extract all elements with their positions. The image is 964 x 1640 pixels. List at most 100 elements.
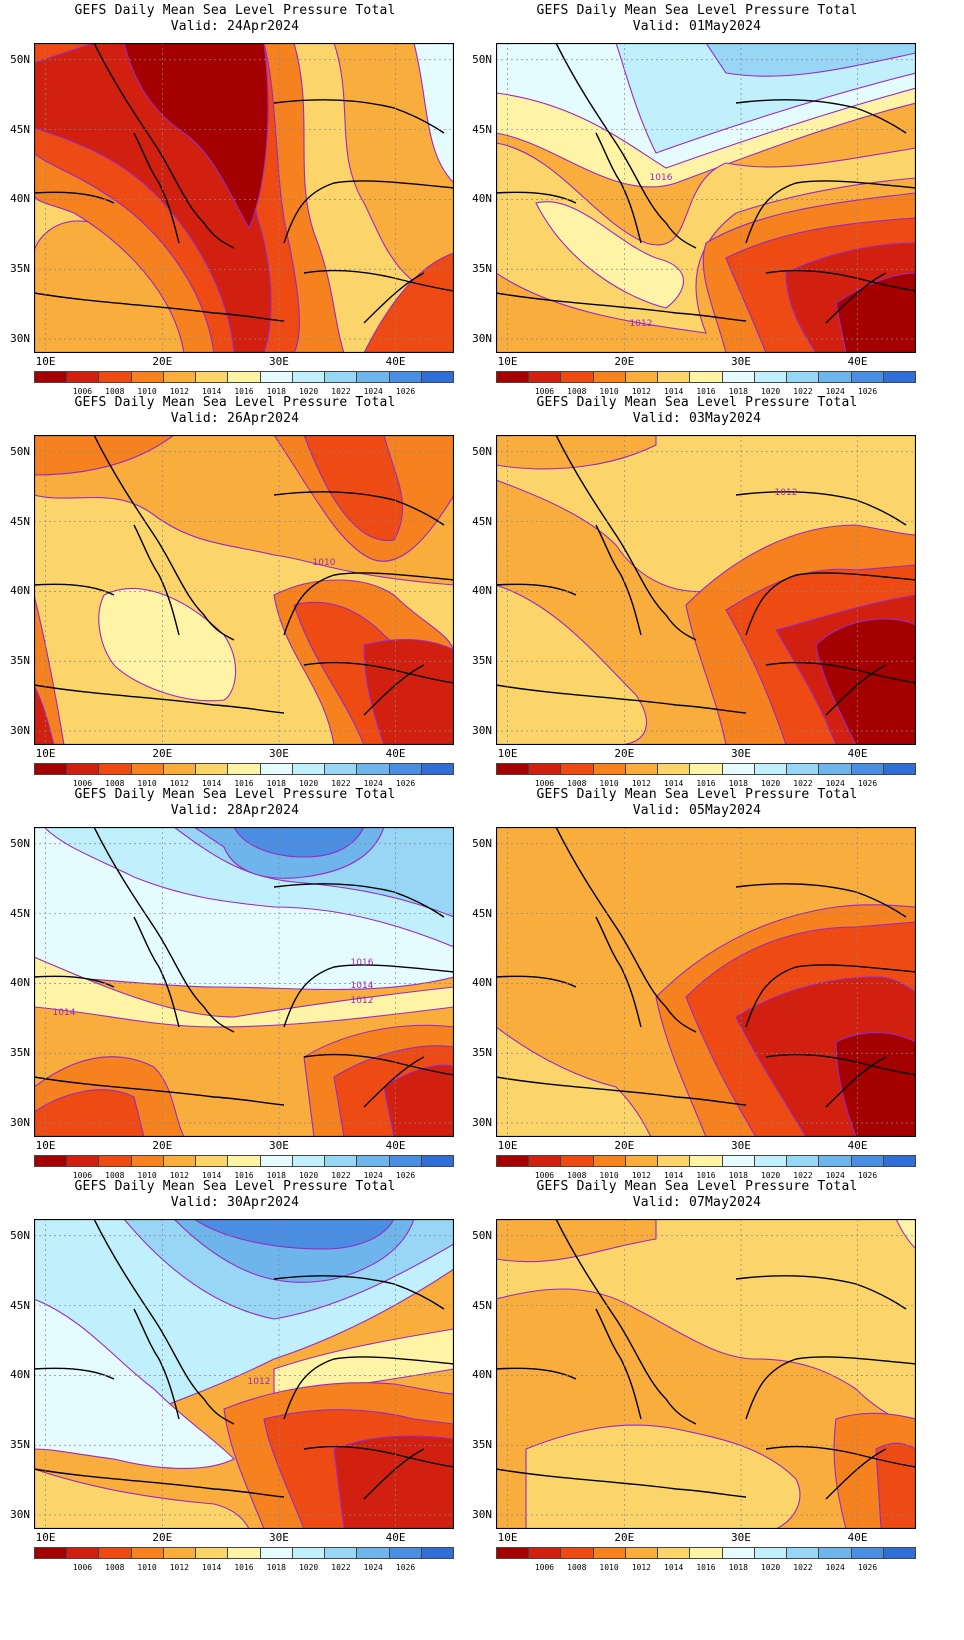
colorbar-tick-label: 1024	[825, 1563, 845, 1572]
latitude-label: 50N	[10, 52, 30, 66]
colorbar-swatch	[67, 1155, 100, 1167]
coastline	[555, 435, 697, 641]
colorbar-swatch	[67, 1547, 100, 1559]
colorbar	[496, 763, 917, 775]
panel-title: GEFS Daily Mean Sea Level Pressure Total…	[462, 787, 932, 819]
pressure-map	[496, 827, 916, 1137]
colorbar-tick-label: 1008	[567, 1171, 587, 1180]
pressure-map-svg: 1016 1012	[496, 43, 916, 353]
coastline	[133, 524, 180, 636]
longitude-label: 10E	[35, 1139, 56, 1152]
coastline	[93, 827, 235, 1033]
colorbar-swatch	[99, 763, 132, 775]
colorbar-swatch	[851, 371, 884, 383]
pressure-band	[363, 639, 454, 745]
panel-title: GEFS Daily Mean Sea Level Pressure Total…	[462, 395, 932, 427]
latitude-label: 30N	[472, 1116, 492, 1130]
colorbar-swatch	[389, 1155, 422, 1167]
colorbar-tick-label: 1016	[696, 1563, 716, 1572]
pressure-band	[123, 43, 269, 230]
panel-valid-date: Valid: 03May2024	[632, 411, 762, 426]
coastline	[34, 191, 115, 204]
colorbar-tick-label: 1016	[234, 1171, 254, 1180]
colorbar-tick-label: 1022	[331, 1563, 351, 1572]
colorbar-tick-label: 1014	[664, 779, 684, 788]
coastline	[825, 1056, 887, 1108]
longitude-label: 20E	[614, 747, 635, 760]
pressure-map: 1016 1012	[496, 43, 916, 353]
pressure-map: 1016 1014 1012 1014	[34, 827, 454, 1137]
map-frame	[34, 43, 454, 353]
colorbar-swatch	[819, 1547, 852, 1559]
colorbar-tick-label: 1026	[857, 1563, 878, 1572]
pressure-band	[535, 201, 685, 309]
colorbar-tick-label: 1008	[105, 387, 125, 396]
latitude-label: 45N	[10, 1298, 30, 1312]
pressure-band	[98, 587, 237, 702]
colorbar	[496, 371, 917, 383]
colorbar	[496, 1155, 917, 1167]
longitude-label: 10E	[497, 1531, 518, 1544]
colorbar-tick-label: 1014	[202, 1563, 222, 1572]
colorbar-swatch	[260, 371, 293, 383]
colorbar-swatch	[292, 763, 326, 775]
colorbar-tick-label: 1020	[760, 1171, 781, 1180]
colorbar-swatch	[787, 763, 820, 775]
colorbar-tick-label: 1024	[825, 387, 845, 396]
map-panel: GEFS Daily Mean Sea Level Pressure Total…	[462, 1176, 932, 1576]
panel-valid-date: Valid: 28Apr2024	[170, 803, 300, 818]
pressure-band	[34, 1468, 250, 1529]
pressure-band	[615, 43, 916, 154]
map-panel: GEFS Daily Mean Sea Level Pressure Total…	[462, 392, 932, 792]
colorbar-tick-label: 1022	[793, 779, 813, 788]
longitude-label: 20E	[614, 355, 635, 368]
map-panel: GEFS Daily Mean Sea Level Pressure Total…	[462, 0, 932, 400]
colorbar-swatch	[196, 1155, 229, 1167]
contour-label: 1016	[351, 958, 374, 968]
coastline	[273, 1275, 445, 1310]
longitude-label: 40E	[385, 1139, 406, 1152]
colorbar-tick-label: 1006	[72, 1171, 93, 1180]
latitude-label: 50N	[472, 444, 492, 458]
coastline	[595, 524, 642, 636]
map-frame	[34, 1219, 454, 1529]
coastline	[363, 1056, 425, 1108]
colorbar-swatch	[819, 763, 852, 775]
longitude-label: 40E	[847, 355, 868, 368]
colorbar-swatch	[658, 371, 691, 383]
colorbar-swatch	[754, 1155, 788, 1167]
coastline	[496, 684, 747, 714]
coastline	[363, 272, 425, 324]
pressure-band	[383, 1064, 454, 1137]
contour-label: 1012	[630, 319, 653, 329]
longitude-label: 40E	[385, 1531, 406, 1544]
coastline	[765, 661, 916, 684]
latitude-label: 35N	[10, 654, 30, 668]
latitude-label: 40N	[472, 976, 492, 990]
latitude-label: 40N	[10, 584, 30, 598]
colorbar-tick-label: 1008	[567, 779, 587, 788]
contour-label: 1012	[351, 996, 374, 1006]
colorbar-swatch	[529, 371, 562, 383]
colorbar-swatch	[625, 371, 659, 383]
colorbar-swatch	[260, 1155, 293, 1167]
colorbar-tick-label: 1020	[760, 779, 781, 788]
pressure-map-svg: 1012	[34, 1219, 454, 1529]
colorbar-swatch	[99, 371, 132, 383]
coastline	[496, 1367, 577, 1380]
latitude-label: 50N	[472, 52, 492, 66]
colorbar-tick-label: 1010	[599, 1563, 619, 1572]
pressure-map: 1010	[34, 435, 454, 745]
longitude-label: 30E	[269, 355, 289, 368]
colorbar-swatch	[496, 1547, 530, 1559]
colorbar-tick-label: 1020	[298, 387, 319, 396]
map-panel: GEFS Daily Mean Sea Level Pressure Total…	[462, 784, 932, 1184]
colorbar-swatch	[34, 1155, 68, 1167]
contour-label: 1014	[53, 1008, 76, 1018]
longitude-label: 30E	[269, 1139, 289, 1152]
colorbar-tick-label: 1022	[793, 387, 813, 396]
pressure-band	[496, 584, 647, 745]
colorbar-tick-label: 1010	[599, 387, 619, 396]
colorbar-swatch	[357, 371, 390, 383]
colorbar-tick-label: 1026	[395, 387, 416, 396]
